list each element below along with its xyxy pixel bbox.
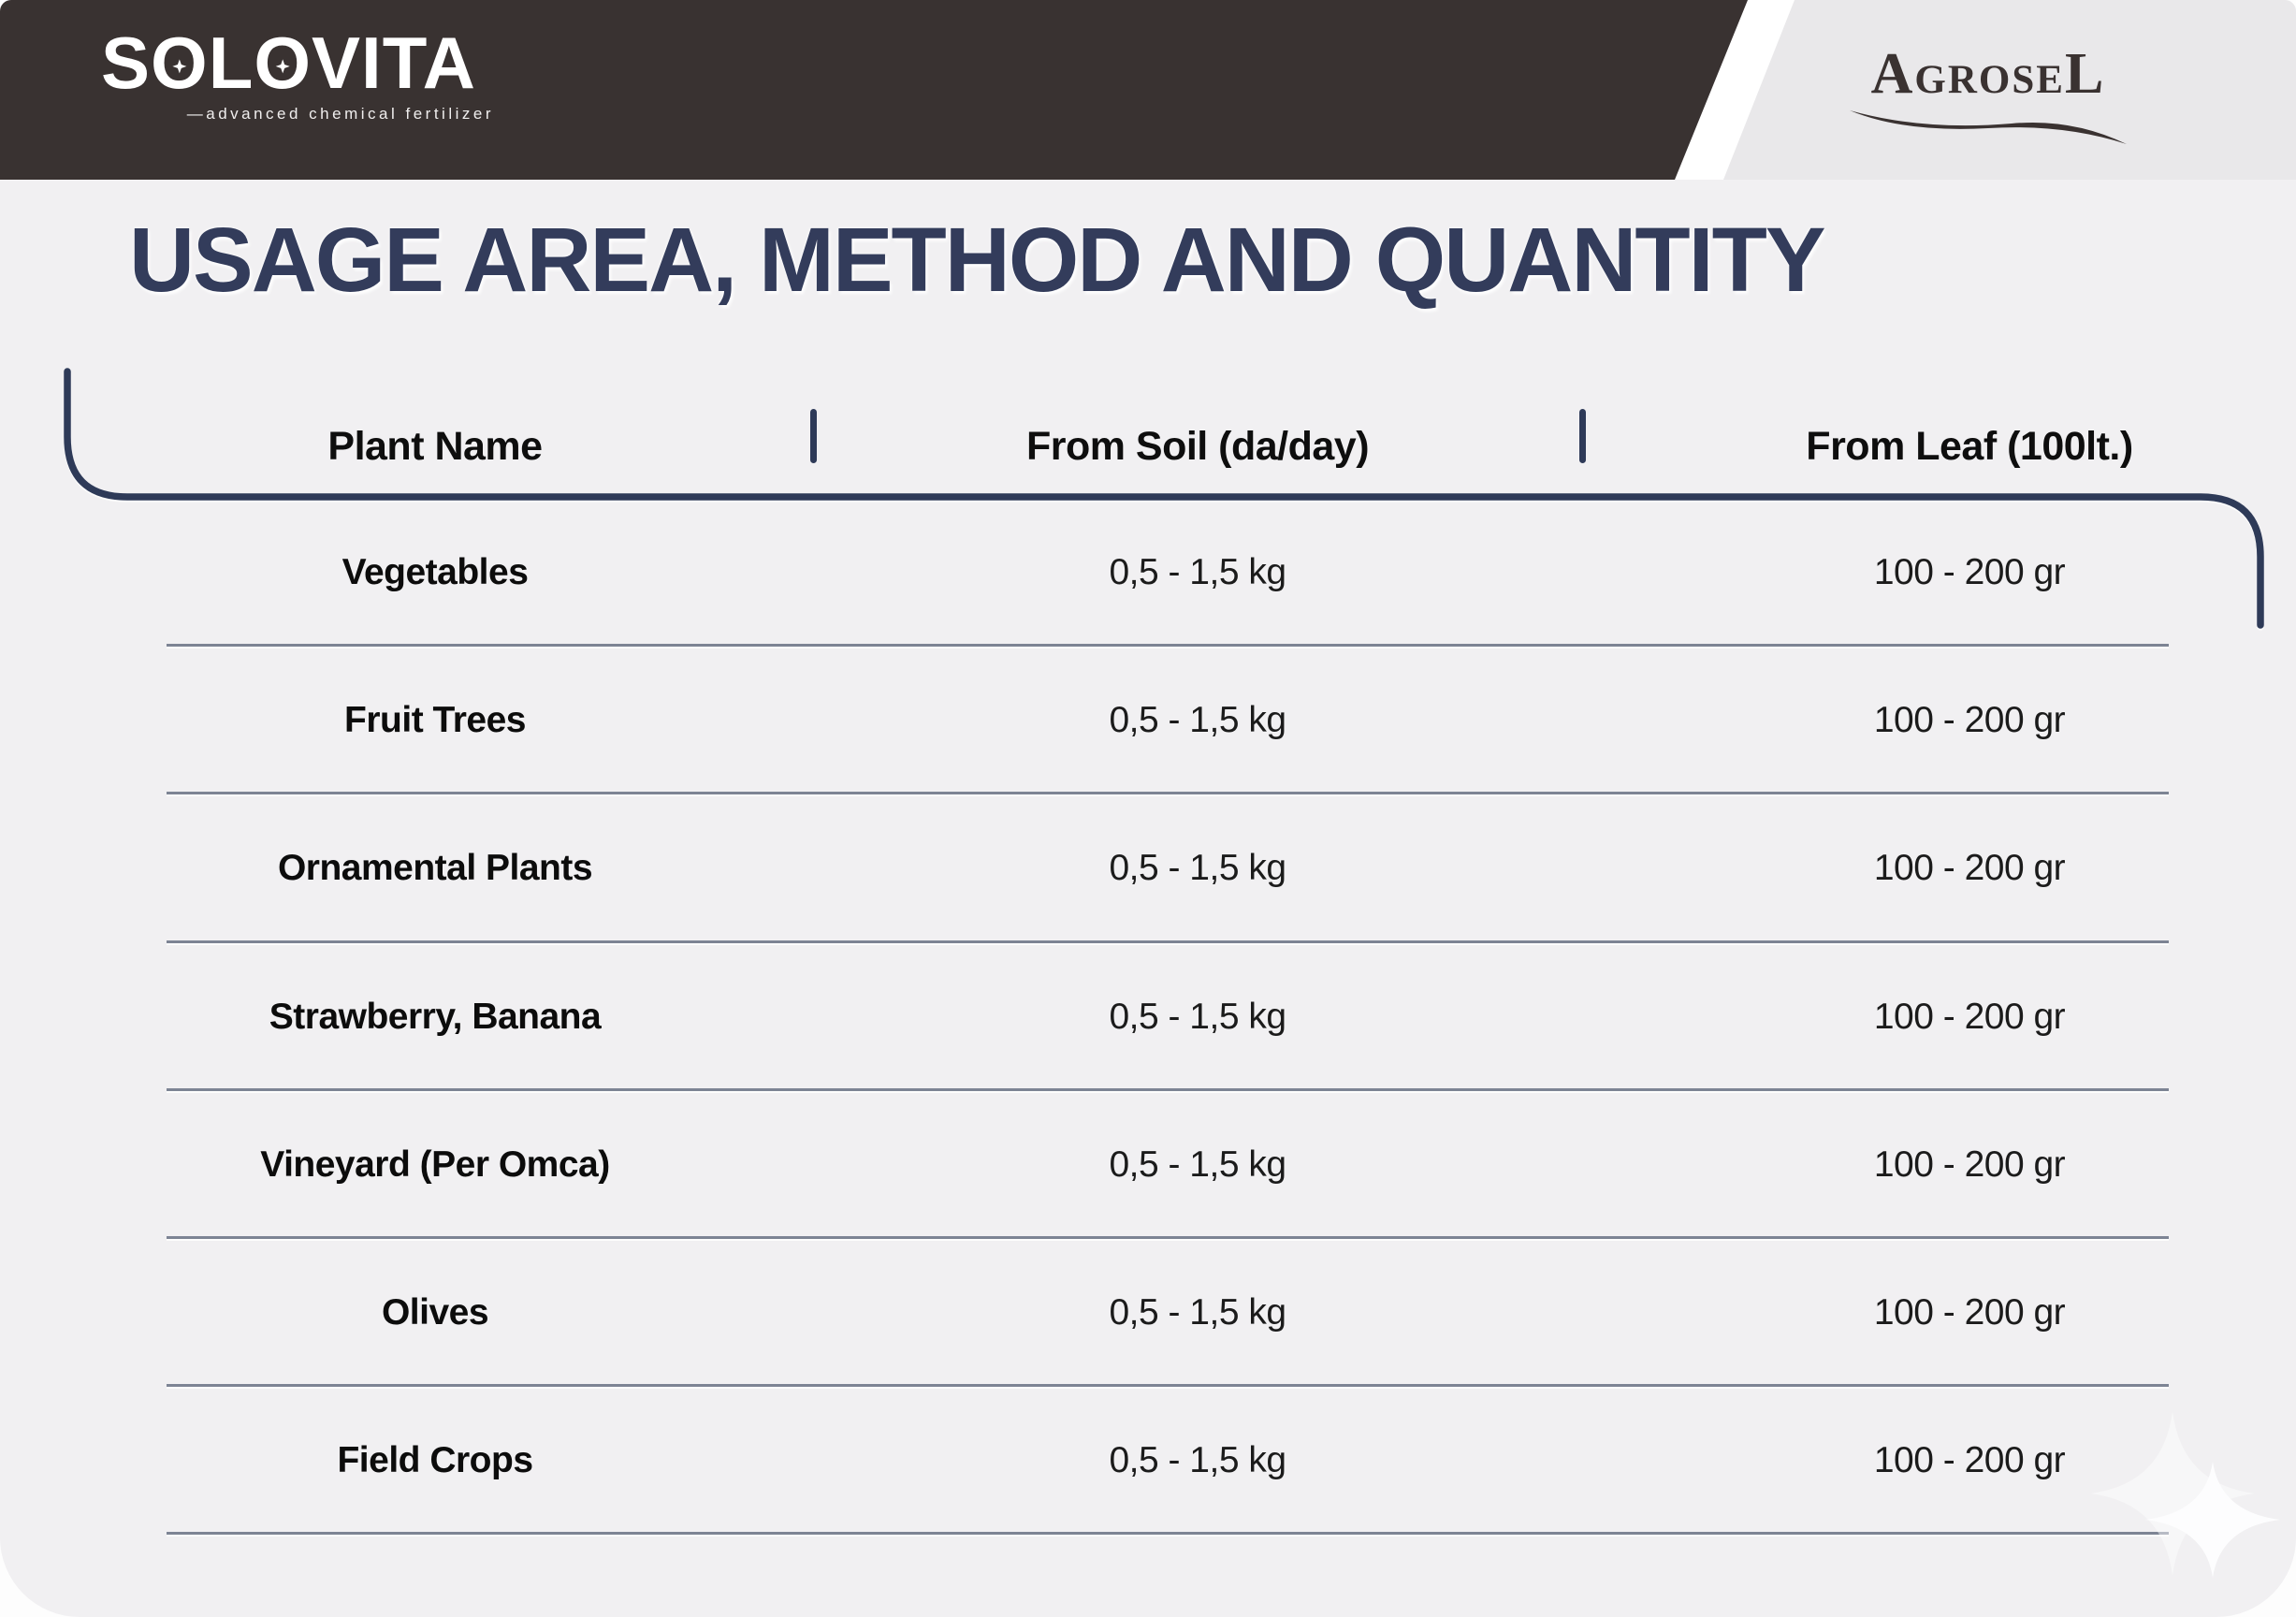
header-column-divider xyxy=(810,409,817,463)
flower-in-o-icon: O xyxy=(151,22,209,104)
plant-name-cell: Strawberry, Banana xyxy=(269,996,602,1037)
leaf-value-cell: 100 - 200 gr xyxy=(1873,1144,2066,1185)
plant-name-cell: Vegetables xyxy=(341,552,529,592)
leaf-value-cell: 100 - 200 gr xyxy=(1873,848,2066,889)
column-header-from-soil: From Soil (da/day) xyxy=(1025,424,1370,469)
partner-logo: AgroseL xyxy=(1848,45,2129,150)
soil-value-cell: 0,5 - 1,5 kg xyxy=(1109,1440,1286,1481)
brand-logo: SOLOVITA —advanced chemical fertilizer xyxy=(101,26,494,124)
brand-tagline: —advanced chemical fertilizer xyxy=(186,105,494,123)
leaf-value-cell: 100 - 200 gr xyxy=(1873,996,2066,1037)
table-header-row: Plant Name From Soil (da/day) From Leaf … xyxy=(0,391,2296,502)
soil-value-cell: 0,5 - 1,5 kg xyxy=(1109,848,1286,889)
header-bar: SOLOVITA —advanced chemical fertilizer A… xyxy=(0,0,2296,180)
flower-in-o-icon: O xyxy=(254,22,312,104)
table: Vegetables 0,5 - 1,5 kg 100 - 200 gr Fru… xyxy=(0,499,2296,1536)
table-row: Vegetables 0,5 - 1,5 kg 100 - 200 gr xyxy=(0,499,2296,648)
plant-name-cell: Field Crops xyxy=(337,1440,533,1481)
plant-name-cell: Olives xyxy=(381,1291,489,1333)
row-separator xyxy=(167,792,2169,795)
plant-name-cell: Fruit Trees xyxy=(344,700,526,741)
header-column-divider xyxy=(1579,409,1586,463)
table-row: Ornamental Plants 0,5 - 1,5 kg 100 - 200… xyxy=(0,794,2296,943)
table-row: Strawberry, Banana 0,5 - 1,5 kg 100 - 20… xyxy=(0,943,2296,1091)
column-header-from-leaf: From Leaf (100lt.) xyxy=(1806,424,2133,469)
table-row: Field Crops 0,5 - 1,5 kg 100 - 200 gr xyxy=(0,1387,2296,1536)
plant-name-cell: Vineyard (Per Omca) xyxy=(260,1144,610,1185)
table-row: Vineyard (Per Omca) 0,5 - 1,5 kg 100 - 2… xyxy=(0,1091,2296,1239)
row-separator xyxy=(167,1532,2169,1536)
table-row: Olives 0,5 - 1,5 kg 100 - 200 gr xyxy=(0,1239,2296,1388)
leaf-value-cell: 100 - 200 gr xyxy=(1873,552,2066,592)
row-separator xyxy=(167,940,2169,943)
row-separator xyxy=(167,1384,2169,1388)
row-separator xyxy=(167,1235,2169,1239)
table-row: Fruit Trees 0,5 - 1,5 kg 100 - 200 gr xyxy=(0,647,2296,795)
leaf-value-cell: 100 - 200 gr xyxy=(1873,1291,2066,1333)
column-header-plant-name: Plant Name xyxy=(327,424,543,469)
leaf-value-cell: 100 - 200 gr xyxy=(1873,1440,2066,1481)
soil-value-cell: 0,5 - 1,5 kg xyxy=(1109,1144,1286,1185)
soil-value-cell: 0,5 - 1,5 kg xyxy=(1109,996,1286,1037)
page-title: USAGE AREA, METHOD AND QUANTITY xyxy=(129,209,1826,311)
partner-name: AgroseL xyxy=(1870,42,2106,106)
agrosel-swoosh-icon xyxy=(1850,110,2127,144)
soil-value-cell: 0,5 - 1,5 kg xyxy=(1109,552,1286,592)
soil-value-cell: 0,5 - 1,5 kg xyxy=(1109,1291,1286,1333)
sparkle-icon xyxy=(2090,1411,2280,1578)
soil-value-cell: 0,5 - 1,5 kg xyxy=(1109,700,1286,741)
row-separator xyxy=(167,644,2169,648)
leaf-value-cell: 100 - 200 gr xyxy=(1873,700,2066,741)
plant-name-cell: Ornamental Plants xyxy=(277,848,593,889)
row-separator xyxy=(167,1087,2169,1091)
brand-name: SOLOVITA xyxy=(101,22,476,104)
